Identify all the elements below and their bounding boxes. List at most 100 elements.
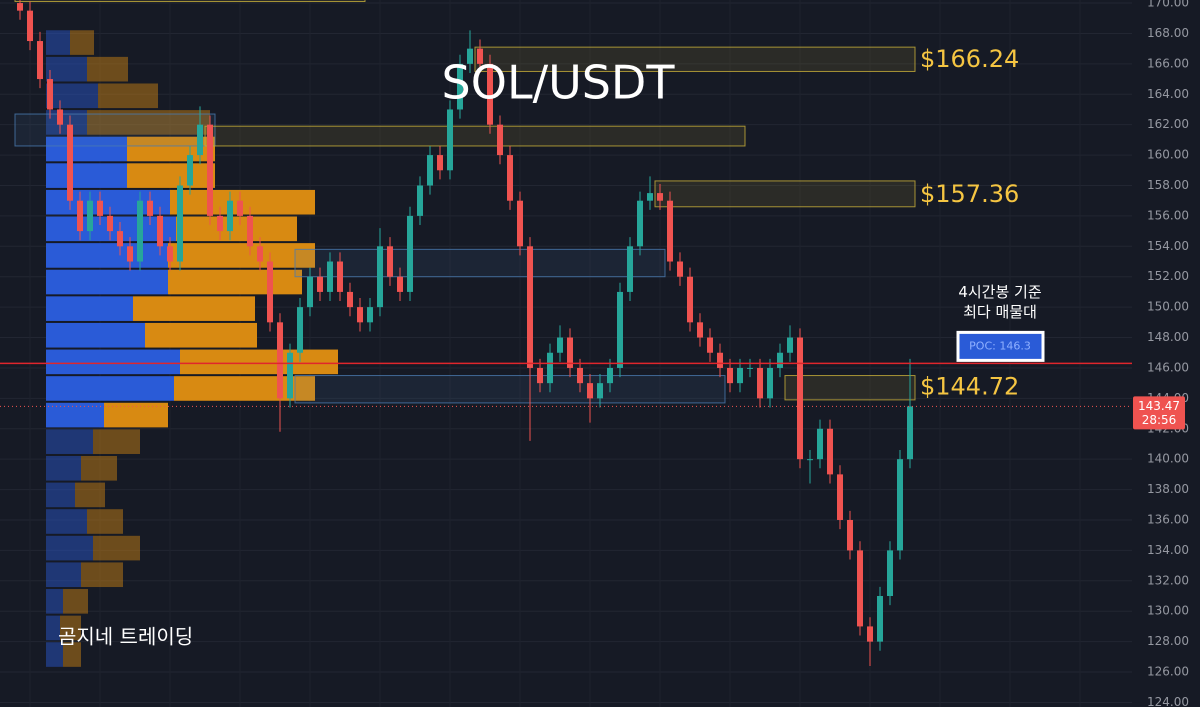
- candle-body: [17, 3, 23, 11]
- y-tick-label: 134.00: [1147, 543, 1189, 557]
- candle-body: [217, 215, 223, 232]
- candle-body: [487, 63, 493, 125]
- last-price-box: [1133, 396, 1185, 430]
- candle-body: [297, 307, 303, 353]
- zone-box: [294, 375, 726, 404]
- zones: [14, 0, 916, 404]
- zone-label: $166.24: [920, 45, 1019, 73]
- candle-body: [177, 185, 183, 262]
- candle-body: [417, 185, 423, 216]
- y-tick-label: 128.00: [1147, 634, 1189, 648]
- profile-sell: [145, 322, 257, 348]
- candle-body: [277, 322, 283, 399]
- y-tick-label: 132.00: [1147, 573, 1189, 587]
- zone-label: $157.36: [920, 180, 1019, 208]
- candle-body: [887, 550, 893, 597]
- candle-body: [777, 352, 783, 368]
- y-tick-label: 166.00: [1147, 56, 1189, 70]
- candle-body: [207, 124, 213, 216]
- y-tick-label: 150.00: [1147, 300, 1189, 314]
- candle-body: [137, 200, 143, 262]
- profile-sell: [87, 56, 128, 82]
- candle-body: [527, 246, 533, 368]
- y-tick-label: 130.00: [1147, 604, 1189, 618]
- candle-body: [27, 10, 33, 42]
- candle-body: [657, 193, 663, 201]
- profile-buy: [46, 30, 70, 55]
- profile-sell: [133, 296, 255, 321]
- candle-body: [367, 307, 373, 323]
- candle-body: [797, 337, 803, 460]
- zone-box: [14, 113, 216, 147]
- profile-buy: [46, 482, 75, 508]
- candle-body: [157, 215, 163, 247]
- profile-sell: [168, 243, 315, 268]
- candle-body: [807, 459, 813, 461]
- y-tick-label: 156.00: [1147, 208, 1189, 222]
- y-tick-label: 136.00: [1147, 512, 1189, 526]
- candle-body: [37, 41, 43, 80]
- profile-sell: [93, 535, 140, 561]
- candle-body: [257, 246, 263, 262]
- candle-body: [397, 276, 403, 292]
- y-tick-label: 164.00: [1147, 87, 1189, 101]
- y-tick-label: 146.00: [1147, 360, 1189, 374]
- candle-body: [597, 383, 603, 399]
- candle-body: [697, 322, 703, 338]
- candle-body: [307, 276, 313, 308]
- y-tick-label: 138.00: [1147, 482, 1189, 496]
- profile-sell: [174, 376, 315, 401]
- candle-body: [67, 124, 73, 201]
- profile-buy: [46, 402, 104, 428]
- zone-box: [474, 46, 916, 72]
- candle-body: [767, 367, 773, 399]
- zone-box: [204, 125, 746, 147]
- candle-body: [287, 352, 293, 399]
- candle-body: [477, 48, 483, 64]
- candle-body: [387, 246, 393, 277]
- profile-sell: [81, 455, 117, 481]
- zone-box: [14, 0, 366, 3]
- profile-buy: [46, 136, 127, 162]
- candle-body: [847, 519, 853, 551]
- candle-body: [877, 596, 883, 642]
- candle-body: [837, 474, 843, 520]
- candle-body: [437, 155, 443, 171]
- candle-body: [237, 200, 243, 216]
- candles: [17, 0, 913, 666]
- zone-box: [654, 180, 916, 208]
- profile-buy: [46, 269, 168, 295]
- candle-body: [247, 215, 253, 247]
- candle-body: [97, 200, 103, 216]
- profile-sell: [93, 429, 140, 454]
- profile-buy: [46, 589, 63, 614]
- candle-body: [47, 79, 53, 110]
- profile-buy: [46, 455, 81, 481]
- candle-body: [497, 124, 503, 156]
- candle-body: [717, 352, 723, 368]
- y-tick-label: 168.00: [1147, 26, 1189, 40]
- profile-buy: [46, 509, 87, 534]
- candle-body: [537, 367, 543, 384]
- candle-body: [687, 276, 693, 323]
- profile-buy: [46, 535, 93, 561]
- y-tick-label: 160.00: [1147, 148, 1189, 162]
- candle-body: [667, 200, 673, 262]
- profile-sell: [87, 509, 123, 534]
- candle-body: [467, 48, 473, 64]
- candle-body: [637, 200, 643, 247]
- profile-buy: [46, 562, 81, 588]
- candle-body: [347, 291, 353, 308]
- candle-body: [267, 261, 273, 323]
- y-tick-label: 162.00: [1147, 117, 1189, 131]
- countdown: 28:56: [1142, 413, 1177, 427]
- candle-body: [147, 200, 153, 216]
- candle-body: [107, 215, 113, 232]
- candle-body: [817, 428, 823, 460]
- candle-body: [897, 459, 903, 551]
- profile-buy: [46, 83, 98, 109]
- chart-title: SOL/USDT: [442, 56, 676, 110]
- annotation: 4시간봉 기준: [958, 283, 1042, 301]
- candle-body: [647, 193, 653, 201]
